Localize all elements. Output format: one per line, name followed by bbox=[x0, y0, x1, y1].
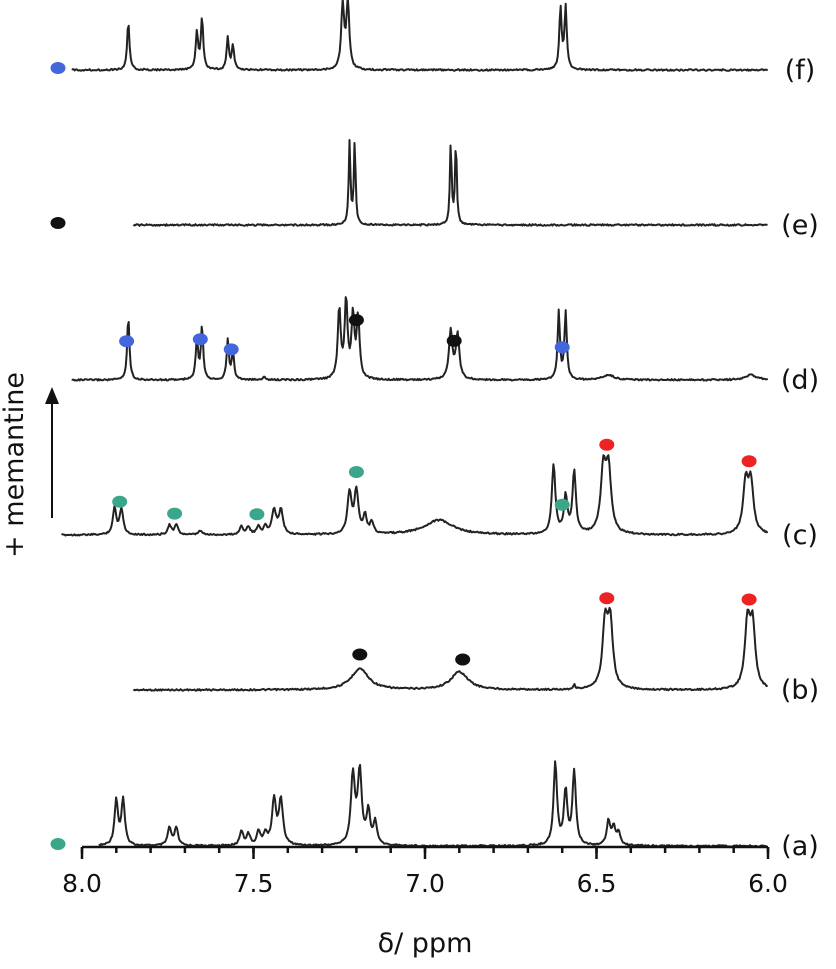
x-tick-label: 7.5 bbox=[234, 869, 274, 898]
memantine-arrow-head bbox=[45, 387, 59, 404]
x-tick-label: 6.5 bbox=[577, 869, 617, 898]
trace-labels: (a) (b) (c) (d) (e) (f) bbox=[781, 55, 819, 862]
peak-marker-black bbox=[455, 653, 471, 666]
x-axis-title: δ/ ppm bbox=[378, 928, 473, 959]
peak-marker-red bbox=[599, 592, 615, 605]
trace-label-c: (c) bbox=[782, 520, 818, 551]
peak-marker-blue bbox=[554, 341, 570, 354]
peak-marker-red bbox=[599, 438, 615, 451]
peak-marker-black bbox=[348, 314, 364, 327]
peak-marker-red bbox=[741, 455, 757, 468]
spectrum-trace-d bbox=[71, 296, 769, 382]
spectrum-trace-c bbox=[61, 454, 769, 537]
trace-label-d: (d) bbox=[781, 365, 819, 396]
peak-marker-teal bbox=[554, 498, 570, 511]
peak-marker-teal bbox=[167, 507, 183, 520]
peak-marker-blue bbox=[223, 343, 239, 356]
peak-marker-red bbox=[741, 593, 757, 606]
peak-marker-teal bbox=[112, 495, 128, 508]
spectrum-trace-a bbox=[98, 760, 768, 848]
spectra-traces bbox=[61, 0, 769, 848]
peak-marker-black bbox=[446, 334, 462, 347]
peak-marker-teal bbox=[348, 466, 364, 478]
x-axis-ticks: 8.0 7.5 7.0 6.5 6.0 bbox=[62, 847, 788, 898]
peak-markers bbox=[50, 62, 757, 850]
x-tick-label: 8.0 bbox=[62, 869, 102, 898]
x-tick-label: 6.0 bbox=[748, 869, 788, 898]
trace-label-f: (f) bbox=[785, 55, 816, 86]
spectrum-trace-b bbox=[132, 606, 769, 692]
spectrum-trace-f bbox=[71, 0, 769, 72]
x-tick-label: 7.0 bbox=[405, 869, 445, 898]
memantine-label: + memantine bbox=[0, 372, 30, 558]
trace-label-b: (b) bbox=[781, 675, 819, 706]
trace-label-e: (e) bbox=[781, 210, 819, 241]
x-axis: 8.0 7.5 7.0 6.5 6.0 δ/ ppm bbox=[62, 845, 788, 959]
peak-marker-blue bbox=[119, 335, 135, 348]
memantine-annotation: + memantine bbox=[0, 372, 59, 558]
legend-marker-blue bbox=[50, 62, 66, 74]
peak-marker-blue bbox=[192, 333, 208, 346]
peak-marker-black bbox=[352, 648, 368, 661]
peak-marker-teal bbox=[249, 508, 265, 521]
legend-marker-teal bbox=[50, 838, 66, 850]
legend-marker-black bbox=[50, 217, 66, 229]
trace-label-a: (a) bbox=[781, 831, 819, 862]
spectrum-trace-e bbox=[132, 139, 768, 227]
